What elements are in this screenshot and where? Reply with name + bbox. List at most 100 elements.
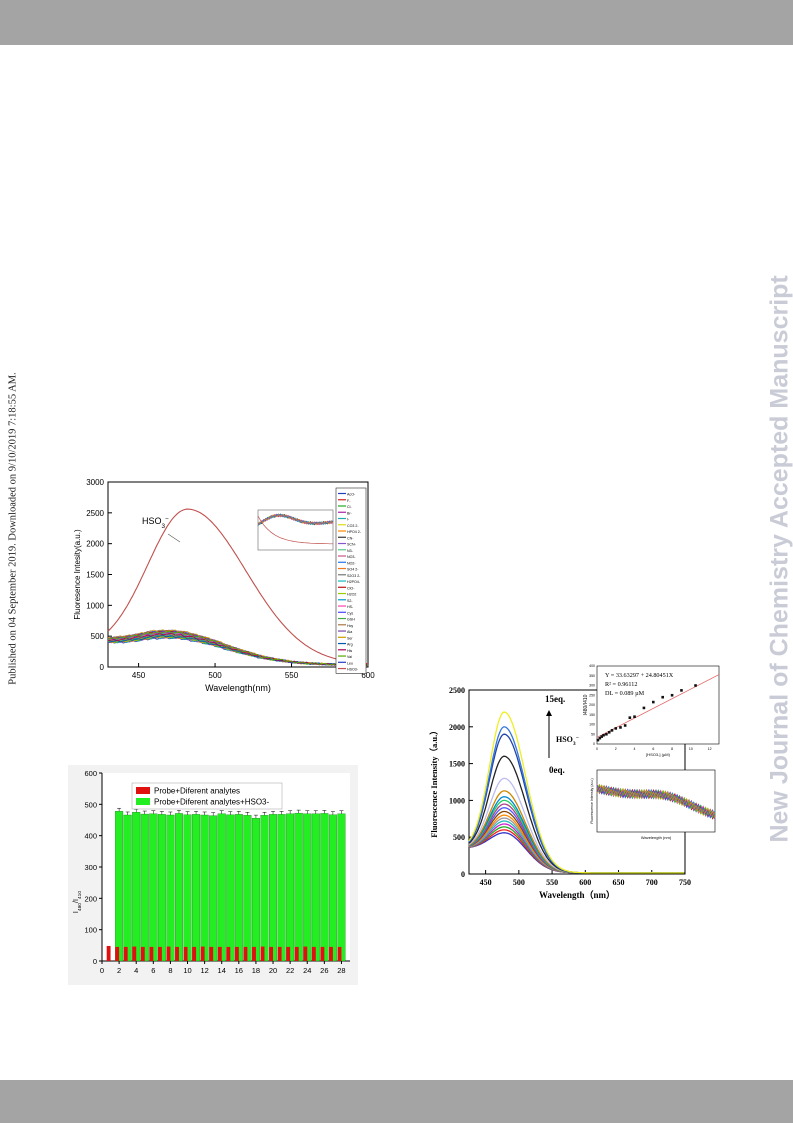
chart2-y-tick-label: 200 <box>84 894 97 903</box>
chart2-legend: Probe+Diferent analytes Probe+Diferent an… <box>131 782 283 810</box>
chart1-legend: AcO- F- Cl- Br- I- CO3 2- HPO4 2- CN- SCN- N3- NO3… <box>335 487 367 674</box>
inset-y-tick-label: 350 <box>589 674 595 678</box>
chart1-legend-entry: HS- <box>347 605 354 609</box>
inset-data-point <box>619 726 622 729</box>
inset2-series-line <box>596 785 716 819</box>
inset-data-point <box>628 716 632 719</box>
chart1-legend-entry: Leu <box>347 661 353 665</box>
chart1-legend-entry: Hcy <box>347 624 353 628</box>
chart3-series-line <box>468 826 685 874</box>
inset-data-point <box>623 724 627 727</box>
chart1-legend-entry: Cys <box>347 611 353 615</box>
chart1-legend-entry: F- <box>347 499 351 503</box>
chart1-inset <box>257 509 334 551</box>
chart2-red-bar <box>123 946 128 961</box>
chart2-green-bar <box>269 814 278 962</box>
chart2-green-bar <box>157 814 166 962</box>
chart2-green-bar <box>174 813 183 962</box>
chart2-x-tick-label: 26 <box>320 966 328 975</box>
inset-y-tick-label: 150 <box>589 713 595 717</box>
chart1-legend-entry: Cl- <box>347 505 352 509</box>
inset-data-point <box>614 727 618 730</box>
chart2-legend-swatch-red <box>136 787 150 794</box>
chart2-y-tick-label: 100 <box>84 926 97 935</box>
inset-data-point <box>652 700 655 704</box>
chart2-red-bar <box>158 946 162 961</box>
chart2-red-bar <box>132 946 137 961</box>
chart1-y-axis-label: Fluoresence Intesity(a.u.) <box>73 529 82 620</box>
chart2-legend-entry: Probe+Diferent analytes+HSO3- <box>154 798 270 807</box>
chart3-curves <box>468 711 685 874</box>
chart3-x-tick-label: 650 <box>613 878 625 887</box>
chart1-series-line <box>107 634 369 666</box>
chart1-hso3-series-line <box>107 508 369 665</box>
chart1-y-tick-label: 1500 <box>86 571 104 580</box>
chart1-x-tick-label: 450 <box>132 671 146 680</box>
chart2-green-bar <box>234 814 243 962</box>
inset2-frame <box>596 769 716 833</box>
fluorescence-selectivity-chart: 0 500 1000 1500 2000 2500 3000 450 500 550 600 Wave… <box>73 478 375 693</box>
chart1-legend-entry: GSH <box>347 618 355 622</box>
chart1-annotation-pointer <box>167 533 181 543</box>
chart2-green-bar <box>277 814 286 962</box>
inset-data-point <box>596 738 600 742</box>
inset2-series-line <box>596 784 716 817</box>
inset2-x-axis-label: Wavelength (nm) <box>641 835 672 840</box>
chart2-x-tick-label: 4 <box>134 966 138 975</box>
chart1-x-axis-label: Wavelength(nm) <box>205 683 271 693</box>
chart2-x-tick-label: 12 <box>200 966 208 975</box>
chart2-y-tick-label: 500 <box>84 800 97 809</box>
chart2-y-tick-label: 600 <box>84 769 97 778</box>
inset-data-point <box>600 735 603 738</box>
chart2-y-tick-label: 300 <box>84 863 97 872</box>
inset-data-point <box>633 715 636 718</box>
chart2-red-bar <box>260 946 265 961</box>
chart3-y-tick-label: 2500 <box>449 686 465 695</box>
chart2-x-tick-label: 10 <box>183 966 191 975</box>
chart1-legend-entry: Val <box>347 655 352 659</box>
chart1-y-tick-label: 3000 <box>86 478 104 487</box>
chart1-legend-entry: NO3- <box>347 555 356 559</box>
chart1-legend-entry: Ser <box>347 636 353 640</box>
chart2-red-bar <box>106 945 111 961</box>
inset-data-point <box>610 729 614 732</box>
chart2-red-bar <box>175 946 179 961</box>
chart2-red-bar <box>149 946 154 961</box>
inset-y-tick-label: 400 <box>589 664 595 668</box>
chart2-red-bar <box>311 946 316 961</box>
chart3-x-tick-label: 450 <box>480 878 492 887</box>
chart1-legend-entry: H2PO4- <box>347 580 361 584</box>
chart2-red-bar <box>115 946 120 961</box>
inset-detection-limit: DL = 0.089 µM <box>605 690 645 697</box>
chart3-spectra-inset: Wavelength (nm) Fluorescence Intensity (a… <box>590 769 716 840</box>
chart1-legend-entry: HSO3- <box>347 668 359 672</box>
chart3-y-tick-label: 500 <box>453 833 465 842</box>
chart1-legend-entry: Ala <box>347 630 352 634</box>
chart2-green-bar <box>166 814 175 962</box>
inset2-series-line <box>596 784 716 818</box>
chart2-y-tick-label: 0 <box>93 957 97 966</box>
inset2-y-axis-label: Fluorescence Intensity (a.u.) <box>590 778 594 823</box>
chart2-legend-entry: Probe+Diferent analytes <box>154 787 240 796</box>
chart1-y-tick-label: 2000 <box>86 540 104 549</box>
inset-fit-equation: Y = 33.63297 + 24.80451X <box>605 672 674 679</box>
chart3-arrow-head <box>546 710 552 716</box>
inset-x-tick-label: 10 <box>689 747 693 751</box>
chart3-y-axis-label: Fluorescence Intensity（a.u.） <box>429 726 439 838</box>
chart2-red-bar <box>269 946 274 961</box>
inset-y-tick-label: 50 <box>591 732 595 736</box>
inset-data-point <box>661 695 664 699</box>
chart2-red-bar <box>294 946 299 961</box>
chart2-red-bar <box>329 946 333 961</box>
chart1-y-tick-label: 0 <box>100 663 105 672</box>
inset-fit-line <box>596 674 720 738</box>
inset-data-point <box>598 736 602 740</box>
chart3-annotation-bottom: 0eq. <box>549 765 565 775</box>
chart2-red-bar <box>234 946 239 961</box>
inset-data-point <box>605 732 608 736</box>
chart2-x-tick-label: 22 <box>286 966 294 975</box>
chart1-legend-entry: H2O2 <box>347 593 356 597</box>
chart1-legend-entry: His <box>347 649 352 653</box>
chart2-red-bar <box>226 946 231 961</box>
chart1-x-tick-label: 550 <box>285 671 299 680</box>
